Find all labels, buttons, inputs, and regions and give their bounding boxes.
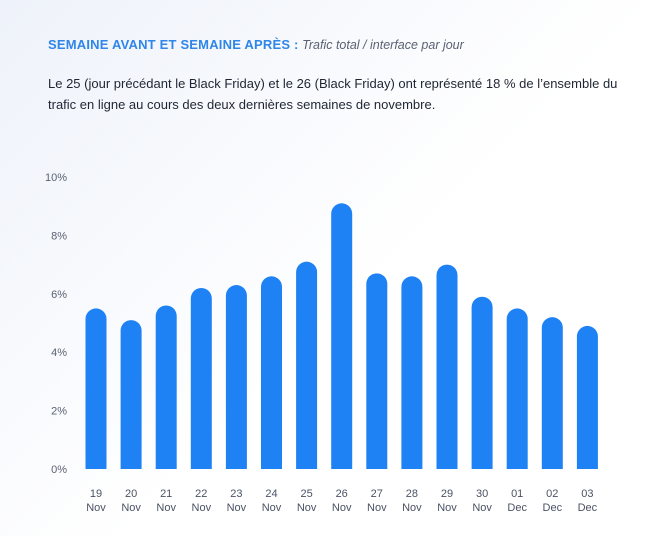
x-tick-day: 21 [160, 488, 172, 500]
y-tick-label: 0% [51, 464, 67, 476]
bar [120, 320, 142, 469]
x-tick-day: 01 [511, 488, 523, 500]
bar [155, 305, 177, 469]
x-tick-day: 20 [125, 488, 137, 500]
bar [366, 273, 388, 469]
bar [506, 308, 528, 469]
x-tick-month: Nov [472, 502, 492, 514]
x-tick-month: Nov [86, 502, 106, 514]
x-tick-month: Dec [543, 502, 563, 514]
x-tick-month: Nov [192, 502, 212, 514]
bar [331, 203, 353, 469]
x-tick-day: 23 [230, 488, 242, 500]
chart-description: Le 25 (jour précédant le Black Friday) e… [48, 76, 618, 112]
x-tick-month: Nov [227, 502, 247, 514]
chart-title-line: SEMAINE AVANT ET SEMAINE APRÈS : Trafic … [48, 37, 464, 52]
x-tick-day: 29 [441, 488, 453, 500]
bar [85, 308, 107, 469]
x-tick-month: Dec [507, 502, 527, 514]
y-tick-label: 4% [51, 347, 67, 359]
bar [576, 325, 598, 469]
x-axis: 19 Nov 20 Nov 21 Nov 22 Nov 23 Nov 24 Nov 25 Nov 26 Nov… [86, 488, 597, 514]
y-tick-label: 8% [51, 230, 67, 242]
bars-group [85, 203, 598, 469]
bar [225, 285, 247, 469]
x-tick-day: 30 [476, 488, 488, 500]
chart-subtitle: Trafic total / interface par jour [302, 38, 464, 52]
x-tick-month: Nov [402, 502, 422, 514]
y-tick-label: 10% [45, 172, 67, 184]
bar [296, 261, 318, 469]
bar [190, 287, 212, 469]
bar [261, 276, 282, 469]
bar [541, 317, 563, 469]
x-tick-month: Nov [156, 502, 176, 514]
x-tick-day: 28 [406, 488, 418, 500]
y-axis: 0% 2% 4% 6% 8% 10% [45, 172, 67, 476]
x-tick-day: 27 [371, 488, 383, 500]
chart-title: SEMAINE AVANT ET SEMAINE APRÈS : [48, 37, 299, 52]
x-tick-month: Nov [332, 502, 352, 514]
x-tick-month: Nov [367, 502, 387, 514]
x-tick-day: 25 [300, 488, 312, 500]
x-tick-month: Dec [578, 502, 598, 514]
bar [471, 296, 493, 469]
x-tick-day: 19 [90, 488, 102, 500]
x-tick-day: 02 [546, 488, 558, 500]
x-tick-day: 03 [581, 488, 593, 500]
x-tick-month: Nov [262, 502, 282, 514]
x-tick-month: Nov [437, 502, 457, 514]
y-tick-label: 2% [51, 406, 67, 418]
x-tick-day: 26 [336, 488, 348, 500]
x-tick-month: Nov [297, 502, 317, 514]
x-tick-day: 22 [195, 488, 207, 500]
bar [401, 276, 423, 469]
bar [436, 264, 458, 469]
x-tick-day: 24 [265, 488, 277, 500]
x-tick-month: Nov [121, 502, 141, 514]
y-tick-label: 6% [51, 289, 67, 301]
